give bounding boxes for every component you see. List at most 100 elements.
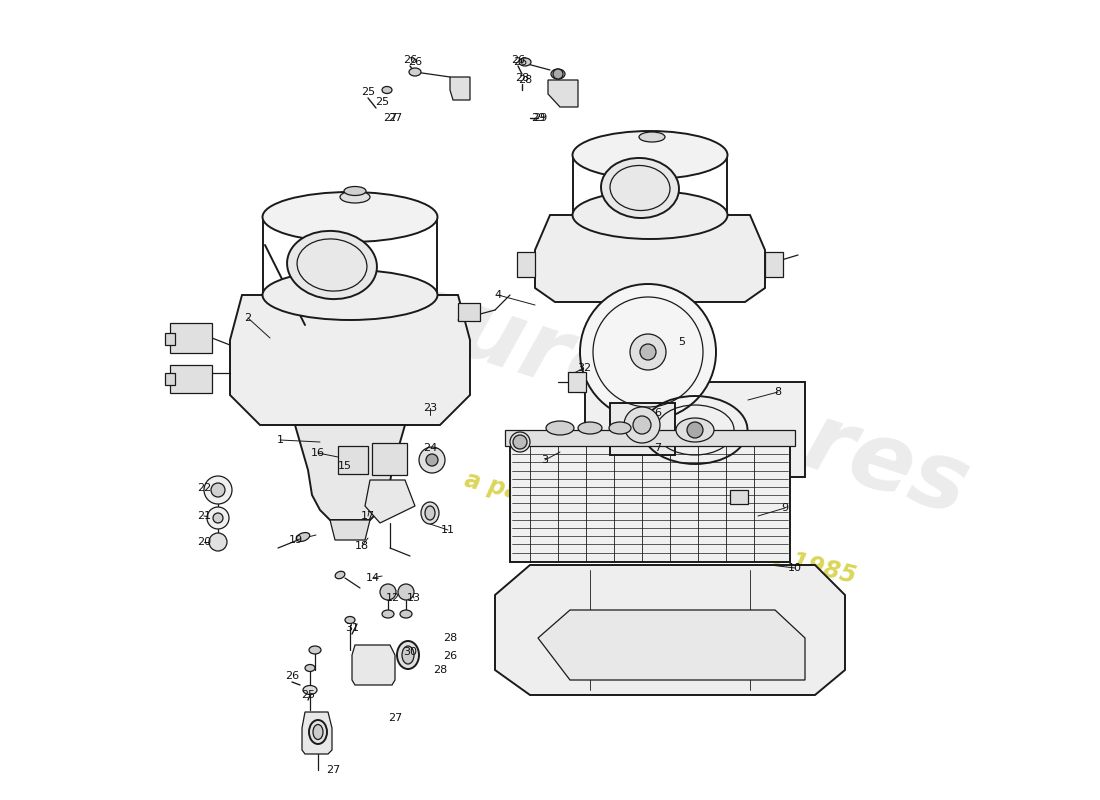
- Ellipse shape: [402, 646, 414, 664]
- Text: 3: 3: [541, 455, 549, 465]
- Ellipse shape: [551, 69, 565, 79]
- Text: 25: 25: [375, 97, 389, 107]
- Bar: [517, 252, 535, 277]
- Bar: [585, 382, 805, 477]
- Text: 5: 5: [679, 337, 685, 347]
- Circle shape: [688, 422, 703, 438]
- Bar: [610, 403, 675, 455]
- Text: 10: 10: [788, 563, 802, 573]
- Polygon shape: [450, 77, 470, 100]
- Ellipse shape: [519, 58, 531, 66]
- Text: 22: 22: [197, 483, 211, 493]
- Text: 28: 28: [433, 665, 447, 675]
- Text: 27: 27: [326, 765, 340, 775]
- Circle shape: [213, 513, 223, 523]
- Circle shape: [419, 447, 446, 473]
- Bar: [764, 252, 783, 277]
- Text: 28: 28: [515, 73, 529, 83]
- Ellipse shape: [609, 422, 631, 434]
- Text: 26: 26: [510, 55, 525, 65]
- Ellipse shape: [601, 158, 679, 218]
- Text: 25: 25: [361, 87, 375, 97]
- Text: 17: 17: [361, 511, 375, 521]
- Bar: [372, 443, 407, 475]
- Text: 8: 8: [774, 387, 782, 397]
- Text: 18: 18: [355, 541, 370, 551]
- Text: 26: 26: [285, 671, 299, 681]
- Text: 11: 11: [441, 525, 455, 535]
- Circle shape: [398, 584, 414, 600]
- Text: 21: 21: [197, 511, 211, 521]
- Polygon shape: [302, 712, 332, 754]
- Ellipse shape: [382, 86, 392, 94]
- Circle shape: [553, 69, 563, 79]
- Text: 27: 27: [388, 713, 403, 723]
- Ellipse shape: [314, 725, 323, 739]
- Text: 26: 26: [513, 57, 527, 67]
- Text: 2: 2: [244, 313, 252, 323]
- Ellipse shape: [510, 432, 530, 452]
- Polygon shape: [230, 295, 470, 425]
- Circle shape: [211, 483, 226, 497]
- Text: 26: 26: [403, 55, 417, 65]
- Bar: [165, 333, 175, 345]
- Text: 23: 23: [422, 403, 437, 413]
- Text: 14: 14: [366, 573, 381, 583]
- Ellipse shape: [425, 506, 435, 520]
- Bar: [170, 323, 212, 353]
- Text: 15: 15: [338, 461, 352, 471]
- Ellipse shape: [263, 192, 438, 242]
- Text: 20: 20: [197, 537, 211, 547]
- Ellipse shape: [344, 186, 366, 195]
- Circle shape: [624, 407, 660, 443]
- Ellipse shape: [397, 641, 419, 669]
- Ellipse shape: [340, 191, 370, 203]
- Ellipse shape: [572, 131, 727, 179]
- Bar: [170, 365, 212, 393]
- Circle shape: [513, 435, 527, 449]
- Text: 29: 29: [532, 113, 547, 123]
- Polygon shape: [538, 610, 805, 680]
- Bar: [338, 446, 368, 474]
- Ellipse shape: [676, 418, 714, 442]
- Text: 29: 29: [531, 113, 546, 123]
- Text: 30: 30: [403, 647, 417, 657]
- Text: a passion for parts since 1985: a passion for parts since 1985: [462, 468, 858, 588]
- Bar: [165, 373, 175, 385]
- Text: eurospares: eurospares: [384, 264, 980, 536]
- Text: 31: 31: [345, 623, 359, 633]
- Text: 6: 6: [654, 408, 661, 418]
- Text: 26: 26: [443, 651, 458, 661]
- Text: 13: 13: [407, 593, 421, 603]
- Ellipse shape: [336, 571, 344, 578]
- Polygon shape: [352, 645, 395, 685]
- Bar: [730, 490, 748, 504]
- Text: 27: 27: [388, 113, 403, 123]
- Ellipse shape: [409, 68, 421, 76]
- Ellipse shape: [572, 191, 727, 239]
- Ellipse shape: [400, 610, 412, 618]
- Text: 27: 27: [383, 113, 397, 123]
- Circle shape: [580, 284, 716, 420]
- Ellipse shape: [546, 421, 574, 435]
- Text: 28: 28: [443, 633, 458, 643]
- Ellipse shape: [421, 502, 439, 524]
- Ellipse shape: [309, 646, 321, 654]
- Ellipse shape: [639, 132, 665, 142]
- Circle shape: [207, 507, 229, 529]
- Polygon shape: [535, 215, 764, 302]
- Polygon shape: [548, 80, 578, 107]
- Circle shape: [209, 533, 227, 551]
- Ellipse shape: [263, 270, 438, 320]
- Bar: [505, 430, 795, 446]
- Circle shape: [640, 344, 656, 360]
- Text: 19: 19: [289, 535, 304, 545]
- Text: 12: 12: [386, 593, 400, 603]
- Circle shape: [379, 584, 396, 600]
- Text: 7: 7: [654, 443, 661, 453]
- Ellipse shape: [287, 231, 377, 299]
- Polygon shape: [365, 480, 415, 523]
- Text: 28: 28: [518, 75, 532, 85]
- Ellipse shape: [309, 720, 327, 744]
- Polygon shape: [495, 565, 845, 695]
